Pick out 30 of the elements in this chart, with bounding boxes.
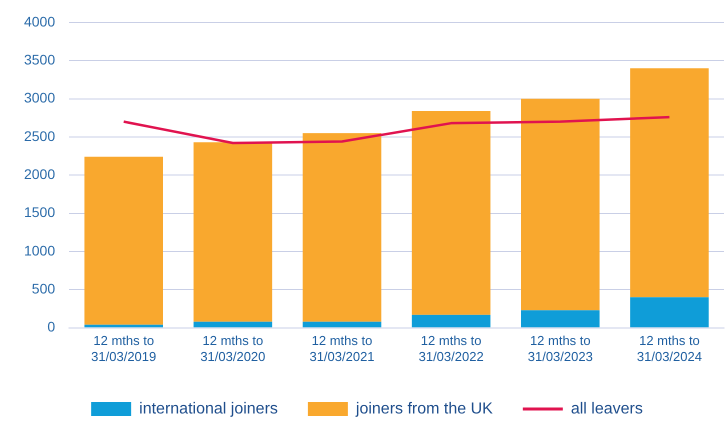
bar	[194, 142, 272, 322]
x-tick-label: 12 mths to 31/03/2019	[91, 333, 156, 364]
x-tick-label: 12 mths to 31/03/2022	[418, 333, 484, 364]
bar	[84, 156, 164, 325]
y-tick-label: 3500	[24, 51, 56, 68]
y-tick-label: 500	[32, 280, 56, 296]
y-tick-label: 2500	[24, 128, 56, 144]
bar	[194, 322, 272, 328]
y-tick-label: 1500	[24, 204, 56, 220]
bar	[84, 324, 164, 328]
legend-label: international joiners	[139, 400, 278, 418]
y-tick-label: 1000	[24, 242, 56, 258]
bar	[302, 322, 382, 328]
legend-label: all leavers	[570, 400, 643, 418]
x-tick-label: 12 mths to 31/03/2020	[200, 333, 266, 364]
bar	[520, 310, 600, 328]
bar	[520, 98, 600, 310]
bar	[412, 314, 490, 328]
bar	[412, 110, 490, 315]
bar	[630, 68, 709, 298]
x-tick-label: 12 mths to 31/03/2024	[636, 333, 702, 364]
bar	[630, 297, 709, 328]
x-tick-label: 12 mths to 31/03/2021	[309, 333, 375, 364]
x-tick-label: 12 mths to 31/03/2023	[528, 333, 593, 364]
y-tick-label: 3000	[24, 90, 56, 106]
y-tick-label: 2000	[24, 166, 56, 182]
y-tick-label: 4000	[24, 13, 56, 30]
y-tick-label: 0	[47, 318, 56, 335]
bar	[302, 133, 382, 322]
legend-label: joiners from the UK	[354, 400, 494, 418]
